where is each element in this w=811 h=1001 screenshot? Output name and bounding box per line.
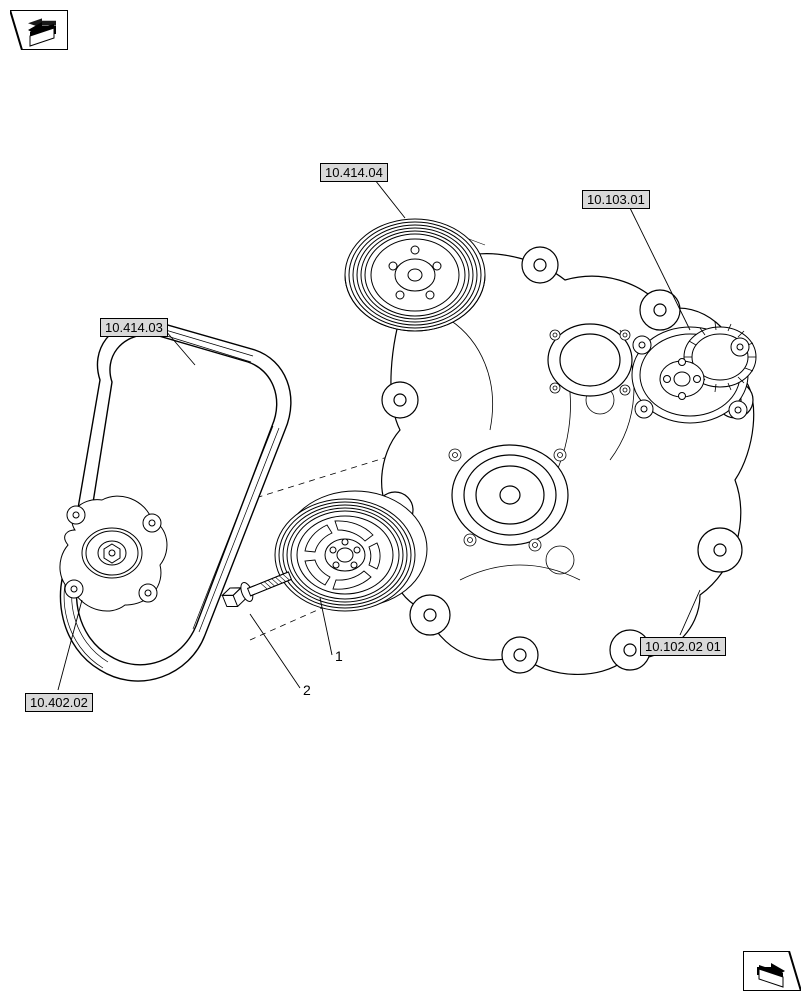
- callout-1: 1: [335, 648, 343, 664]
- label-10-414-03: 10.414.03: [100, 318, 168, 337]
- callout-2: 2: [303, 682, 311, 698]
- fan-pulley: [345, 219, 485, 331]
- label-10-414-04: 10.414.04: [320, 163, 388, 182]
- label-10-102-02-01: 10.102.02 01: [640, 637, 726, 656]
- label-10-402-02: 10.402.02: [25, 693, 93, 712]
- label-10-103-01: 10.103.01: [582, 190, 650, 209]
- parts-diagram: [0, 0, 811, 1001]
